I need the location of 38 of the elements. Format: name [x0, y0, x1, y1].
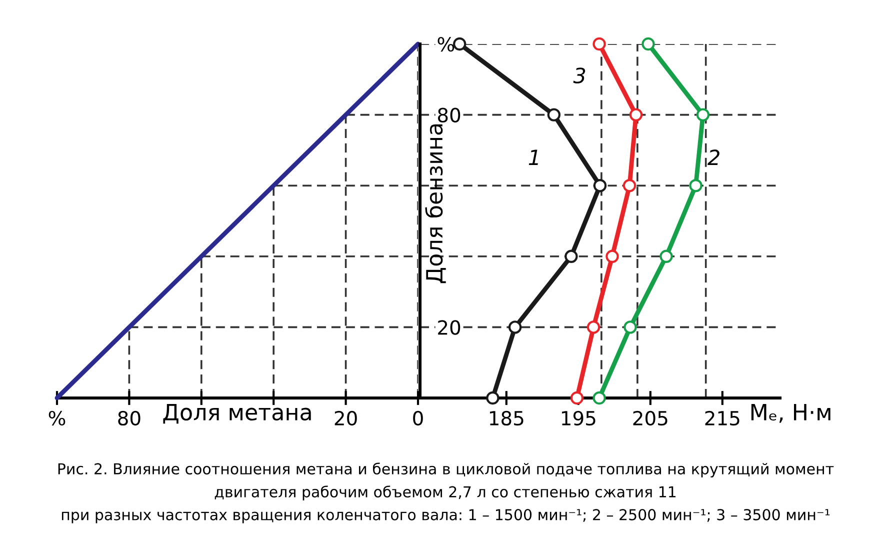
point [642, 37, 655, 51]
x-tick-label: % [48, 410, 66, 426]
point [592, 391, 606, 405]
point [564, 250, 578, 263]
text: при разных частотах вращения коленчатого вала: 1 – 1500 мин⁻¹; 2 – 2500 мин⁻¹; 3 – 3500 мин⁻¹ [62, 509, 830, 524]
point [622, 179, 636, 192]
x-tick-label: 195 [562, 410, 596, 426]
x-tick-label: 205 [633, 410, 668, 426]
point [696, 108, 710, 122]
point [547, 108, 561, 122]
x-tick-label: 20 [334, 410, 357, 426]
point [592, 37, 606, 51]
text: двигателя рабочим объемом 2,7 л со степенью сжатия 11 [214, 486, 676, 500]
x-tick-label: 0 [413, 410, 423, 426]
x-tick-label: 215 [705, 410, 740, 426]
point [453, 37, 466, 51]
point [586, 320, 600, 334]
point [660, 250, 673, 263]
annotation: 2 [708, 150, 720, 165]
x-tick-label: 80 [118, 410, 140, 426]
y-tick-label: 80 [438, 108, 460, 122]
y-axis-title: Доля бензина [425, 124, 446, 284]
y-tick-label: % [438, 36, 454, 52]
annotation: 3 [573, 68, 586, 84]
point [486, 391, 500, 405]
point [689, 179, 702, 192]
y-tick-label: 20 [438, 320, 460, 335]
point [570, 391, 584, 405]
text: Рис. 2. Влияние соотношения метана и бензина в цикловой подаче топлива на крутящий момент [58, 462, 834, 478]
annotation: 1 [528, 150, 538, 165]
x-axis-title: Доля метана [163, 404, 311, 424]
point [606, 250, 619, 263]
x-tick-label: 185 [490, 410, 524, 426]
x-axis-title: Mₑ, Н·м [751, 404, 830, 423]
point [629, 108, 643, 122]
point [593, 179, 607, 192]
point [508, 320, 522, 334]
point [624, 320, 637, 334]
